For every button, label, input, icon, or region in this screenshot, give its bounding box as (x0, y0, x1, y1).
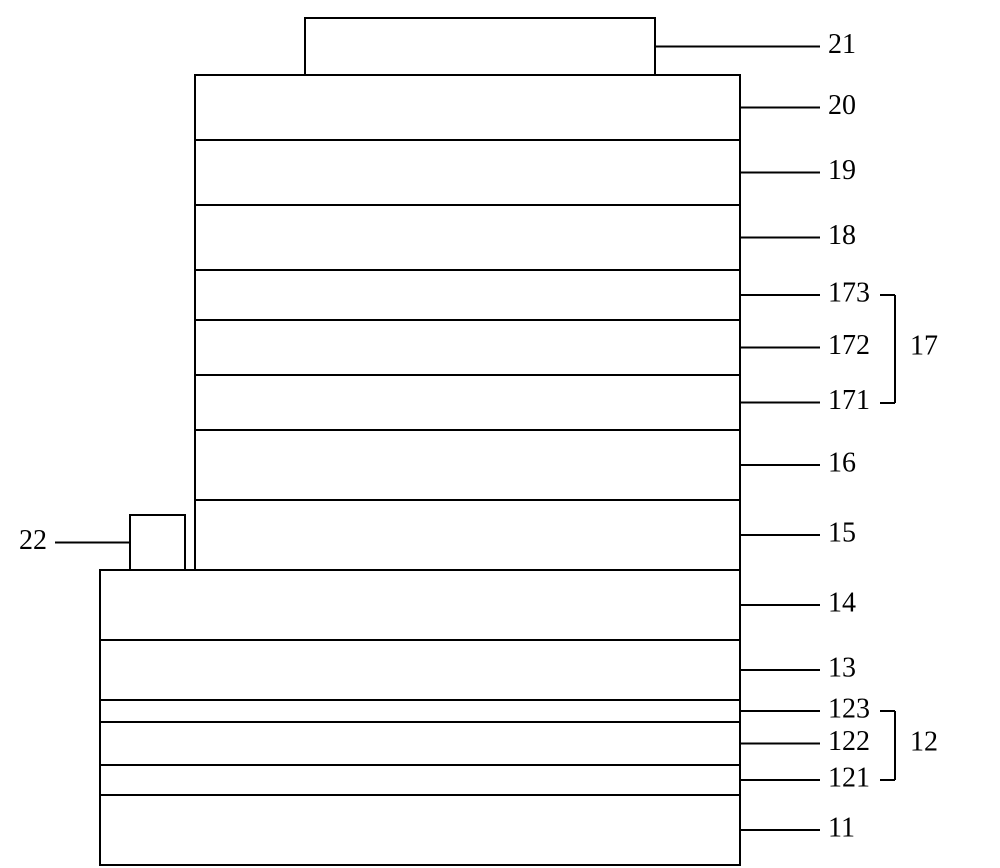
layer-123-label: 123 (828, 693, 870, 724)
layer-21-label: 21 (828, 29, 856, 60)
layer-20 (195, 75, 740, 140)
layer-172-label: 172 (828, 330, 870, 361)
layer-122-label: 122 (828, 726, 870, 757)
layer-121-label: 121 (828, 762, 870, 793)
layer-19-label: 19 (828, 155, 856, 186)
layer-21 (305, 18, 655, 75)
layer-14-label: 14 (828, 587, 856, 618)
layer-121 (100, 765, 740, 795)
layer-22-label: 22 (19, 525, 47, 556)
layer-122 (100, 722, 740, 765)
layer-13-label: 13 (828, 652, 856, 683)
layer-13 (100, 640, 740, 700)
layer-14 (100, 570, 740, 640)
layer-171 (195, 375, 740, 430)
layer-15 (195, 500, 740, 570)
layer-20-label: 20 (828, 90, 856, 121)
diagram-root: 11 121 122123 13 14 15 16 171 172 173 18 19 20 21 22 12… (0, 0, 1000, 868)
layer-11-label: 11 (828, 812, 855, 843)
layer-15-label: 15 (828, 517, 856, 548)
layer-123 (100, 700, 740, 722)
layer-19 (195, 140, 740, 205)
group-17-label: 17 (910, 330, 938, 361)
layer-173-label: 173 (828, 277, 870, 308)
layer-173 (195, 270, 740, 320)
group-12-label: 12 (910, 726, 938, 757)
layer-171-label: 171 (828, 385, 870, 416)
layer-22 (130, 515, 185, 570)
layer-16-label: 16 (828, 447, 856, 478)
layer-172 (195, 320, 740, 375)
layer-18 (195, 205, 740, 270)
layer-16 (195, 430, 740, 500)
layer-18-label: 18 (828, 220, 856, 251)
layer-11 (100, 795, 740, 865)
